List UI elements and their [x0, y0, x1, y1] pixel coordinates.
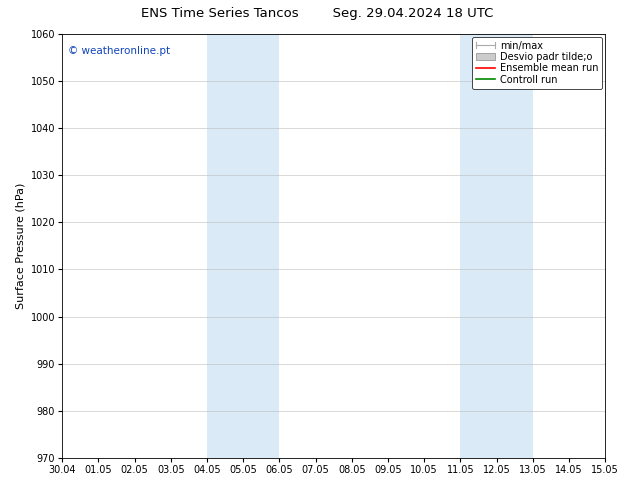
Text: ENS Time Series Tancos        Seg. 29.04.2024 18 UTC: ENS Time Series Tancos Seg. 29.04.2024 1… [141, 7, 493, 21]
Bar [207, 34, 280, 458]
Y-axis label: Surface Pressure (hPa): Surface Pressure (hPa) [15, 183, 25, 309]
Legend: min/max, Desvio padr tilde;o, Ensemble mean run, Controll run: min/max, Desvio padr tilde;o, Ensemble m… [472, 37, 602, 89]
Text: © weatheronline.pt: © weatheronline.pt [68, 47, 170, 56]
Bar [460, 34, 533, 458]
